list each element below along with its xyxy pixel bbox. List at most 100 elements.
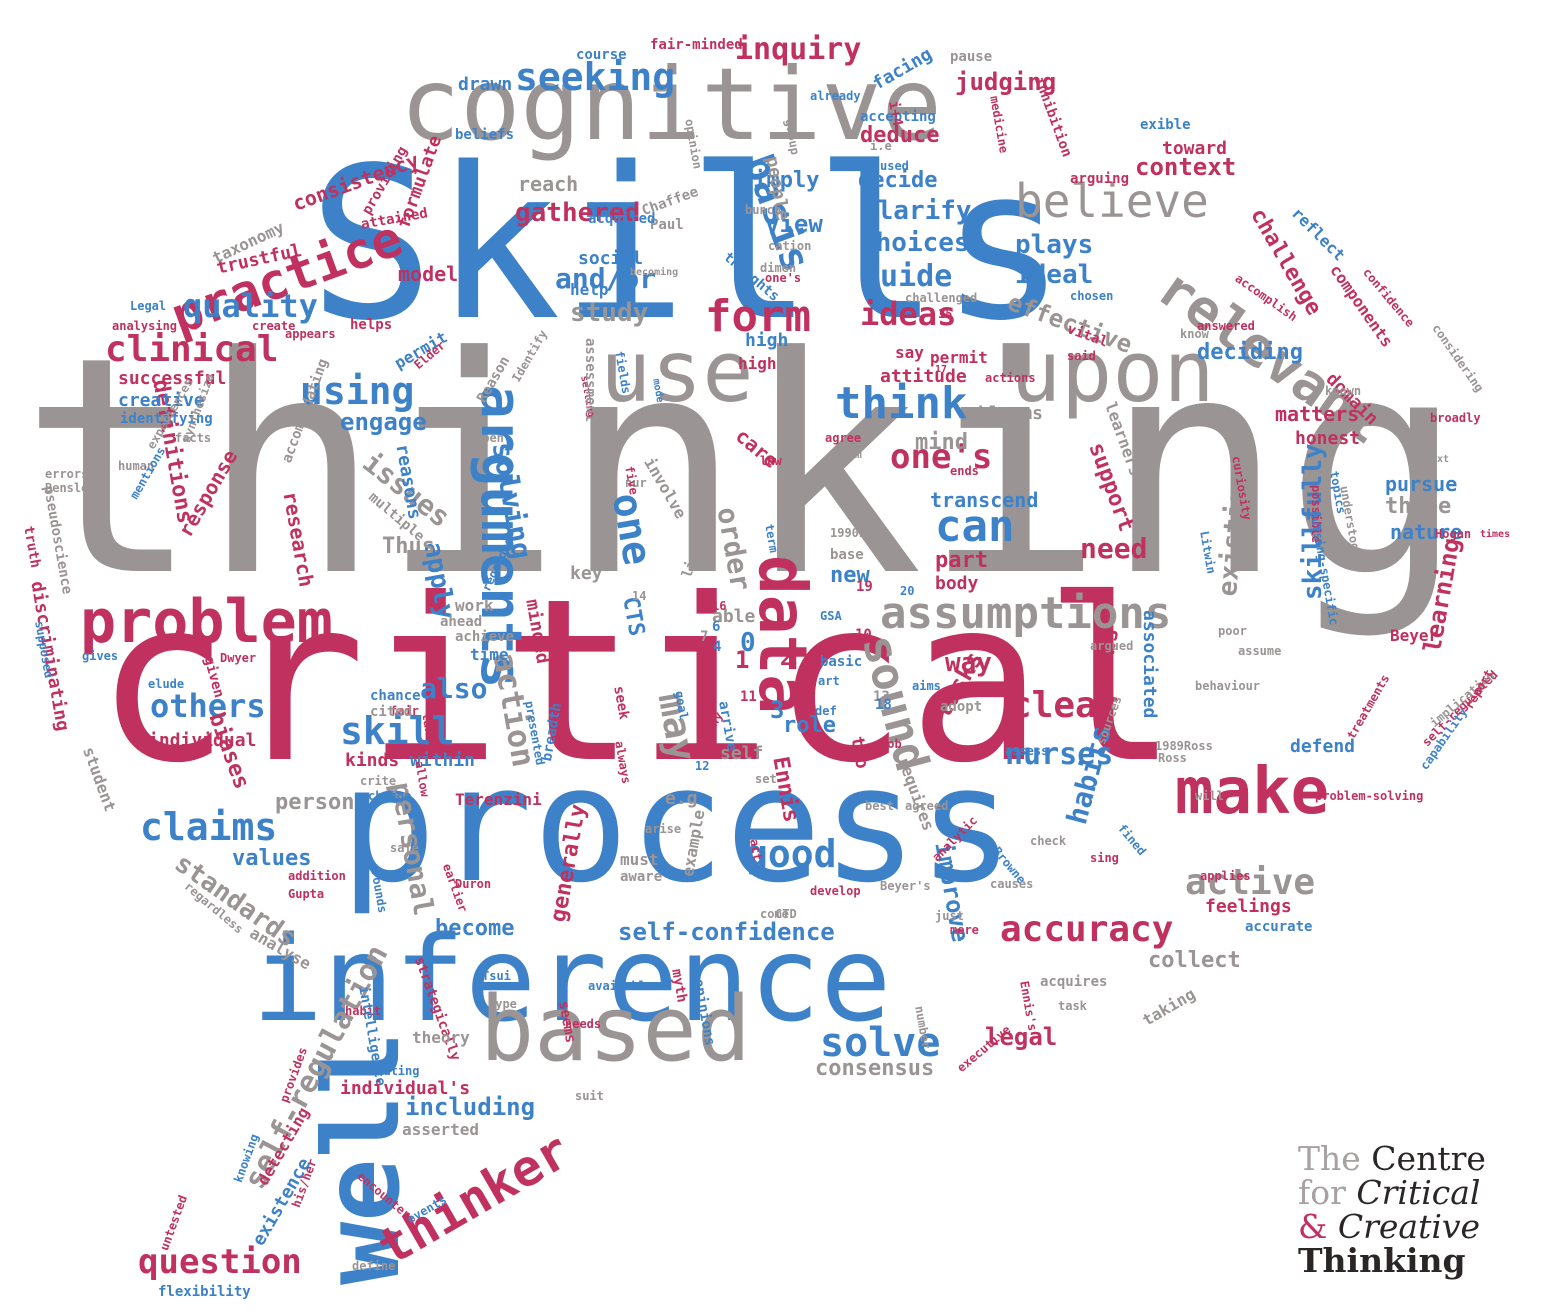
cloud-word-quality: quality bbox=[183, 287, 318, 325]
cloud-word-claims: claims bbox=[140, 805, 278, 849]
cloud-word-1989ross: 1989Ross bbox=[1155, 739, 1213, 753]
cloud-word-high: high bbox=[745, 330, 789, 351]
cloud-word-0: 0 bbox=[740, 628, 756, 658]
cloud-word-context: context bbox=[1135, 153, 1237, 181]
cloud-word-individual-s: individual's bbox=[340, 1078, 471, 1099]
cloud-word-including: including bbox=[405, 1093, 536, 1121]
cloud-word-20: 20 bbox=[900, 584, 915, 598]
cloud-word-ends: ends bbox=[950, 464, 979, 478]
cloud-word-adopt: adopt bbox=[940, 699, 983, 715]
cloud-word-active: active bbox=[1185, 862, 1316, 903]
cloud-word-drawn: drawn bbox=[458, 74, 513, 95]
cloud-word-role: role bbox=[783, 713, 836, 738]
cloud-word-fined: fined bbox=[1115, 821, 1149, 859]
cloud-word-deduce: deduce bbox=[860, 123, 940, 148]
cloud-word-and-or: and/or bbox=[555, 262, 657, 295]
cloud-word-11: 11 bbox=[740, 689, 757, 705]
cloud-word-behaviour: behaviour bbox=[1195, 679, 1261, 693]
logo-ampersand: & bbox=[1298, 1207, 1328, 1246]
cloud-word-check: check bbox=[1030, 834, 1067, 848]
cloud-word-legal: Legal bbox=[130, 299, 167, 313]
cloud-word-i-e: i.e bbox=[870, 139, 892, 153]
cloud-word-dwyer: Dwyer bbox=[220, 651, 257, 665]
cloud-word-fair: fair bbox=[390, 704, 419, 718]
cloud-word-i-4: i+4 bbox=[885, 99, 906, 128]
cloud-word-process: process bbox=[340, 731, 1015, 918]
cloud-word-type: type bbox=[488, 997, 517, 1011]
cloud-word-analysing: analysing bbox=[112, 319, 178, 333]
cloud-word-15: 15 bbox=[938, 307, 953, 321]
cloud-word-assume: assume bbox=[1238, 644, 1282, 658]
cloud-word-17: 17 bbox=[935, 364, 948, 375]
cloud-word-16: 16 bbox=[712, 599, 727, 613]
centre-logo: The Centre for Critical & Creative Think… bbox=[1298, 1142, 1528, 1278]
cloud-word-errors: errors bbox=[45, 467, 89, 481]
cloud-word-chance: chance bbox=[370, 688, 421, 704]
cloud-word-accepting: accepting bbox=[860, 109, 936, 125]
cloud-word-paul: Paul bbox=[650, 217, 684, 233]
cloud-word-beyer-s: Beyer's bbox=[880, 879, 931, 893]
cloud-word-legal: legal bbox=[985, 1023, 1058, 1051]
cloud-word-deciding: deciding bbox=[1197, 340, 1303, 365]
cloud-word-hogan: Hogan bbox=[1435, 527, 1472, 541]
cloud-word-suit: suit bbox=[575, 1089, 604, 1103]
cloud-word-plays: plays bbox=[1015, 230, 1094, 260]
cloud-word-time: time bbox=[470, 645, 509, 664]
cloud-word-broadly: broadly bbox=[1430, 411, 1481, 425]
cloud-word-arguing: arguing bbox=[1070, 171, 1130, 187]
cloud-word-others: others bbox=[150, 687, 266, 725]
cloud-word-one: one bbox=[602, 489, 661, 569]
cloud-word-collect: collect bbox=[1148, 948, 1241, 973]
cloud-word-sing: sing bbox=[1090, 851, 1119, 865]
cloud-word-think: think bbox=[835, 378, 968, 429]
cloud-word-thus: Thus bbox=[382, 534, 435, 559]
cloud-word-individual: individual bbox=[148, 730, 257, 751]
cloud-word-defend: defend bbox=[1290, 736, 1356, 757]
cloud-word-basic: basic bbox=[820, 654, 863, 670]
cloud-word-believe: believe bbox=[1015, 174, 1209, 228]
cloud-word-accurate: accurate bbox=[1245, 919, 1313, 935]
cloud-word-acquired: acquired bbox=[588, 211, 656, 227]
cloud-word-taking: taking bbox=[1139, 984, 1199, 1030]
cloud-word-4: 4 bbox=[713, 639, 722, 655]
logo-line-3: & Creative bbox=[1298, 1210, 1528, 1244]
cloud-word-make: make bbox=[1175, 755, 1330, 829]
cloud-word-upon: upon bbox=[1010, 323, 1215, 422]
cloud-word-treatments: treatments bbox=[1344, 671, 1393, 742]
cloud-word-attitude: attitude bbox=[880, 366, 967, 387]
cloud-word-critical: critical bbox=[95, 551, 1179, 813]
cloud-word-set: set bbox=[755, 772, 777, 786]
cloud-word-question: question bbox=[138, 1242, 302, 1282]
cloud-word-reach: reach bbox=[518, 172, 579, 196]
cloud-word-social: social bbox=[578, 248, 644, 269]
logo-line-2: for Critical bbox=[1298, 1176, 1528, 1210]
cloud-word-mere: mere bbox=[950, 923, 979, 937]
cloud-word-thinking: thinking bbox=[20, 293, 1465, 642]
cloud-word-theory: theory bbox=[412, 1028, 470, 1047]
cloud-word-gupta: Gupta bbox=[288, 887, 325, 901]
cloud-word-toward: toward bbox=[1162, 138, 1228, 159]
cloud-word-within: within bbox=[410, 750, 476, 771]
cloud-word-change: change bbox=[368, 789, 412, 803]
cloud-word-acquires: acquires bbox=[1040, 974, 1108, 990]
cloud-word-decide: decide bbox=[858, 168, 938, 193]
cloud-word-kinds: kinds bbox=[345, 750, 400, 771]
cloud-word-gathered: gathered bbox=[515, 198, 641, 228]
cloud-word-clinical: clinical bbox=[105, 329, 279, 370]
cloud-word-act: act bbox=[747, 837, 765, 862]
cloud-word-crite: crite bbox=[360, 774, 397, 788]
cloud-word-task: task bbox=[1058, 999, 1087, 1013]
cloud-word-said: said bbox=[1067, 349, 1096, 363]
cloud-word-just: just bbox=[935, 909, 964, 923]
cloud-word-inquiry: inquiry bbox=[735, 32, 862, 67]
cloud-word-assessment: assessment bbox=[582, 338, 598, 423]
cloud-word-open: open bbox=[475, 431, 504, 445]
cloud-word-will: will bbox=[1195, 789, 1224, 803]
cloud-word-say: say bbox=[895, 343, 924, 362]
cloud-word-clear: clear bbox=[1010, 685, 1119, 726]
cloud-word-create: create bbox=[252, 319, 296, 333]
cloud-word-self: self bbox=[720, 743, 764, 764]
cloud-word-achieve: achieve bbox=[455, 629, 515, 645]
cloud-word-assumptions: assumptions bbox=[880, 588, 1172, 639]
cloud-word-beliefs: beliefs bbox=[455, 127, 515, 143]
